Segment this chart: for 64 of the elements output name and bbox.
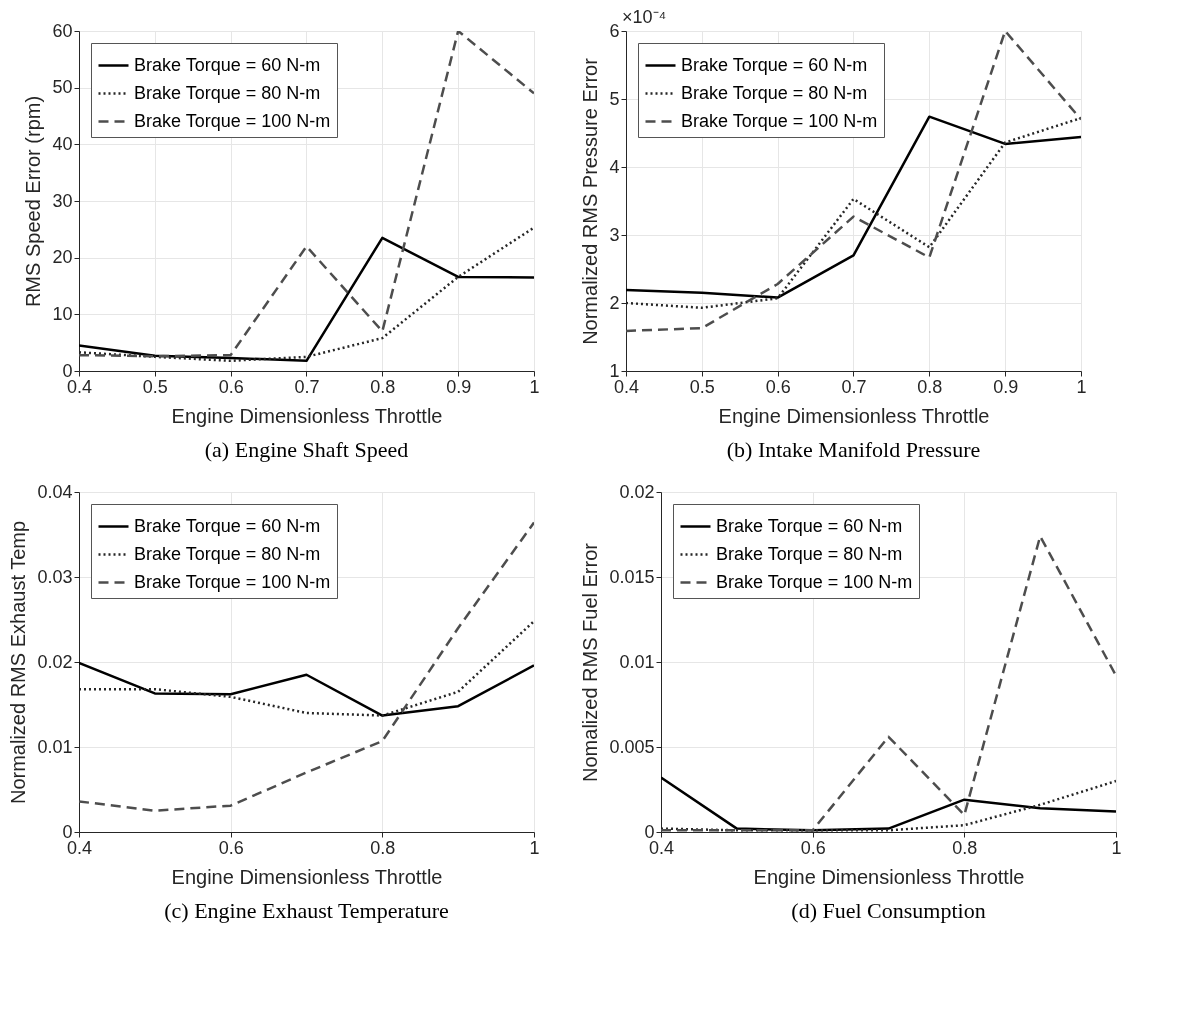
x-tick-label: 1 <box>1111 837 1122 858</box>
y-tick-label: 20 <box>52 247 73 268</box>
x-tick-label: 1 <box>1076 376 1087 397</box>
x-tick-label: 0.8 <box>370 837 396 858</box>
y-tick-label: 10 <box>52 303 73 324</box>
x-tick-label: 0.7 <box>841 376 867 397</box>
x-tick-label: 0.6 <box>218 837 244 858</box>
line-series <box>79 521 534 812</box>
x-tick-label: 0.8 <box>370 376 396 397</box>
y-tick-label: 6 <box>609 20 620 41</box>
x-tick-label: 0.8 <box>917 376 943 397</box>
y-axis-title: Nomalized RMS Fuel Error <box>579 542 602 782</box>
legend-label: Brake Torque = 60 N-m <box>134 54 321 75</box>
legend-label: Brake Torque = 100 N-m <box>134 110 331 131</box>
y-tick-label: 0.005 <box>609 736 655 757</box>
legend-label: Brake Torque = 100 N-m <box>681 110 878 131</box>
y-tick-label: 60 <box>52 20 73 41</box>
x-axis-title: Engine Dimensionless Throttle <box>171 404 443 427</box>
y-tick-label: 5 <box>609 88 620 109</box>
x-tick-label: 0.5 <box>689 376 715 397</box>
x-tick-label: 0.8 <box>952 837 978 858</box>
x-tick-label: 0.6 <box>218 376 244 397</box>
text: ×10⁻⁴ <box>622 7 667 27</box>
y-tick-label: 40 <box>52 133 73 154</box>
x-axis-title: Engine Dimensionless Throttle <box>718 404 990 427</box>
text: (c) Engine Exhaust Temperature <box>164 898 449 923</box>
x-tick-label: 0.9 <box>993 376 1019 397</box>
y-tick-label: 2 <box>609 292 620 313</box>
x-axis-title: Engine Dimensionless Throttle <box>171 865 443 888</box>
x-tick-label: 0.5 <box>142 376 168 397</box>
x-tick-label: 0.6 <box>765 376 791 397</box>
x-axis-title: Engine Dimensionless Throttle <box>753 865 1025 888</box>
x-tick-label: 0.6 <box>800 837 826 858</box>
y-tick-label: 4 <box>609 156 620 177</box>
legend-label: Brake Torque = 100 N-m <box>134 571 331 592</box>
y-tick-label: 0.02 <box>619 481 655 502</box>
y-axis-title: Normalized RMS Exhaust Temp <box>7 520 30 805</box>
x-tick-label: 1 <box>529 837 540 858</box>
legend-label: Brake Torque = 80 N-m <box>134 543 321 564</box>
y-tick-label: 0.04 <box>37 481 73 502</box>
legend-label: Brake Torque = 80 N-m <box>134 82 321 103</box>
y-tick-label: 50 <box>52 77 73 98</box>
y-tick-label: 30 <box>52 190 73 211</box>
legend-label: Brake Torque = 80 N-m <box>716 543 903 564</box>
y-axis-title: RMS Speed Error (rpm) <box>22 95 45 308</box>
legend-label: Brake Torque = 60 N-m <box>681 54 868 75</box>
text: (a) Engine Shaft Speed <box>204 437 409 462</box>
x-tick-label: 1 <box>529 376 540 397</box>
y-tick-label: 0.01 <box>37 736 73 757</box>
text: (d) Fuel Consumption <box>791 898 986 923</box>
y-tick-label: 0.03 <box>37 566 73 587</box>
y-tick-label: 0.01 <box>619 651 655 672</box>
legend-label: Brake Torque = 100 N-m <box>716 571 913 592</box>
y-tick-label: 3 <box>609 224 620 245</box>
legend-label: Brake Torque = 60 N-m <box>134 515 321 536</box>
y-tick-label: 0.015 <box>609 566 655 587</box>
x-tick-label: 0.7 <box>294 376 320 397</box>
y-tick-label: 0.02 <box>37 651 73 672</box>
line-series <box>79 661 534 717</box>
text: (b) Intake Manifold Pressure <box>726 437 981 462</box>
x-tick-label: 0.9 <box>446 376 472 397</box>
legend-label: Brake Torque = 80 N-m <box>681 82 868 103</box>
legend-label: Brake Torque = 60 N-m <box>716 515 903 536</box>
y-axis-title: Normalized RMS Pressure Error <box>579 57 602 345</box>
